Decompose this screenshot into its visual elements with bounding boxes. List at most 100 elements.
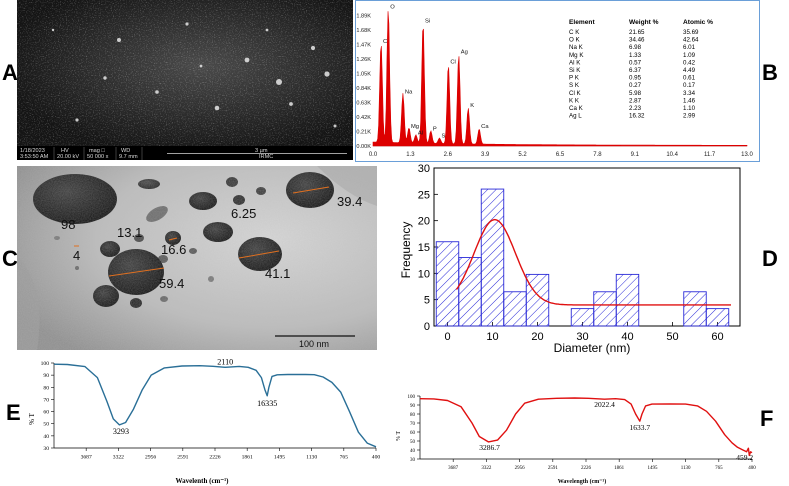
hist-fit-curve [455, 218, 731, 306]
hist-bar [503, 291, 527, 327]
ftir-y-tick: 70 [43, 397, 49, 403]
eds-table-cell: O K [569, 37, 581, 44]
sem-scale-text: 3 µm [255, 148, 268, 154]
hist-bar [435, 241, 460, 327]
eds-table-cell: 2.99 [683, 113, 696, 120]
ftir-spectrum-e: 100 90 80 70 60 50 40 30 3687 3322 2956 2591 2226 186… [28, 357, 380, 485]
hist-bar [615, 273, 640, 327]
eds-y-tick: 1.26K [356, 57, 371, 63]
hist-y-tick: 10 [418, 268, 430, 280]
ftir-x-tick: 2956 [145, 455, 156, 461]
tem-label-39-4: 39.4 [337, 194, 362, 209]
hist-y-tick: 5 [424, 295, 430, 307]
eds-y-tick: 1.47K [356, 43, 371, 49]
hist-bar [570, 308, 595, 327]
hist-x-tick: 10 [486, 331, 498, 343]
eds-table-cell: 0.27 [629, 82, 642, 89]
eds-table-header: Weight % [629, 19, 659, 26]
panel-label-c: C [2, 246, 18, 271]
eds-table-cell: Ca K [569, 105, 584, 112]
eds-table-cell: 2.23 [629, 105, 642, 112]
ftir-x-tick: 1130 [306, 455, 317, 461]
sem-hv-label: HV [61, 148, 69, 154]
ftir-x-tick: 3322 [113, 455, 124, 461]
ftir-x-tick: 2226 [209, 455, 220, 461]
eds-table-cell: 4.49 [683, 67, 696, 74]
ftir-spectrum-f: 100 90 80 70 60 50 40 30 3687 3322 2956 2591 2226 186… [396, 395, 756, 485]
eds-x-tick: 5.2 [518, 152, 527, 158]
ftir-x-tick: 2591 [177, 455, 188, 461]
sem-institute: IRMC [259, 154, 273, 160]
eds-table-cell: 0.17 [683, 82, 696, 89]
tem-micrograph: 98 13.1 6.25 39.4 4 16.6 59.4 41.1 100 n… [17, 166, 377, 350]
tem-label-98: 98 [61, 217, 75, 232]
eds-peak-label-c: C [383, 39, 387, 45]
ftir-e-x-axis-label: Wavelenth (cm⁻¹) [175, 477, 229, 485]
tem-label-59-4: 59.4 [159, 276, 184, 291]
ftir-f-y-axis-label: % T [396, 431, 402, 441]
eds-table-cell: S K [569, 82, 580, 89]
tem-label-4: 4 [73, 248, 80, 263]
ftir-y-tick: 30 [43, 446, 49, 452]
eds-table-cell: 21.65 [629, 29, 645, 36]
sem-mag-value: 50 000 x [87, 154, 109, 160]
eds-x-tick: 2.6 [444, 152, 453, 158]
eds-table-cell: Al K [569, 59, 581, 66]
ftir-peak-label: 2110 [217, 357, 233, 366]
eds-spectrum-trace [372, 11, 748, 147]
hist-y-axis-label: Frequency [399, 222, 413, 279]
eds-table-cell: 0.57 [629, 59, 642, 66]
ftir-y-tick: 60 [410, 431, 416, 436]
panel-label-b: B [762, 60, 778, 85]
eds-table-cell: 34.46 [629, 37, 645, 44]
sem-hv-value: 20.00 kV [57, 154, 79, 160]
sem-info-bar: 1/18/2023 3:53:50 AM HV 20.00 kV mag □ 5… [20, 148, 273, 160]
hist-x-tick: 50 [666, 331, 678, 343]
eds-spectrum-chart: 0.0 1.3 2.6 3.9 5.2 6.5 7.8 9.1 10.4 11.7 13.0 0.00… [355, 0, 760, 162]
sem-wd-label: WD [121, 148, 130, 154]
eds-table-cell: 1.09 [683, 52, 696, 59]
eds-table-cell: P K [569, 75, 580, 82]
ftir-x-tick: 3687 [81, 455, 92, 461]
eds-y-tick: 0.00K [356, 144, 371, 150]
eds-table-cell: 42.64 [683, 37, 699, 44]
hist-bar [480, 188, 505, 327]
sem-micrograph: 1/18/2023 3:53:50 AM HV 20.00 kV mag □ 5… [17, 0, 353, 160]
ftir-x-tick: 2591 [548, 466, 559, 471]
eds-table-cell: Na K [569, 44, 584, 51]
ftir-y-tick: 100 [41, 361, 50, 367]
tem-label-16-6: 16.6 [161, 242, 186, 257]
ftir-peak-label: 16335 [257, 399, 277, 408]
ftir-x-tick: 3687 [448, 466, 459, 471]
eds-y-tick: 1.89K [356, 14, 371, 20]
ftir-y-tick: 40 [43, 434, 49, 440]
tem-measure-lines [74, 186, 330, 277]
ftir-peak-label: 1633.7 [630, 423, 651, 432]
tem-label-6-25: 6.25 [231, 206, 256, 221]
hist-bar [683, 291, 707, 327]
eds-table-cell: 1.10 [683, 105, 696, 112]
eds-peak-label-mg: Mg [411, 124, 419, 130]
ftir-x-tick: 765 [340, 455, 349, 461]
ftir-y-tick: 90 [43, 373, 49, 379]
eds-table-cell: 3.34 [683, 90, 696, 97]
ftir-x-tick: 2956 [515, 466, 526, 471]
eds-table-cell: 16.32 [629, 113, 645, 120]
hist-y-tick: 15 [418, 242, 430, 254]
eds-y-tick: 0.21K [356, 130, 371, 136]
hist-bar [705, 308, 730, 327]
eds-peak-label-al: Al [418, 131, 423, 137]
panel-label-e: E [6, 400, 21, 425]
sem-wd-value: 9.7 mm [119, 154, 138, 160]
eds-y-tick: 0.63K [356, 101, 371, 107]
hist-x-tick: 60 [711, 331, 723, 343]
eds-table-cell: 1.46 [683, 97, 696, 104]
eds-composition-table: Element Weight % Atomic % C K 21.65 35.69 O K 3… [569, 19, 713, 120]
hist-x-axis-label: Diameter (nm) [554, 341, 631, 355]
ftir-x-tick: 1495 [274, 455, 285, 461]
ftir-x-tick: 1130 [681, 466, 691, 471]
eds-table-cell: 2.87 [629, 97, 642, 104]
ftir-x-tick: 1495 [647, 466, 658, 471]
sem-date: 1/18/2023 [20, 148, 45, 154]
